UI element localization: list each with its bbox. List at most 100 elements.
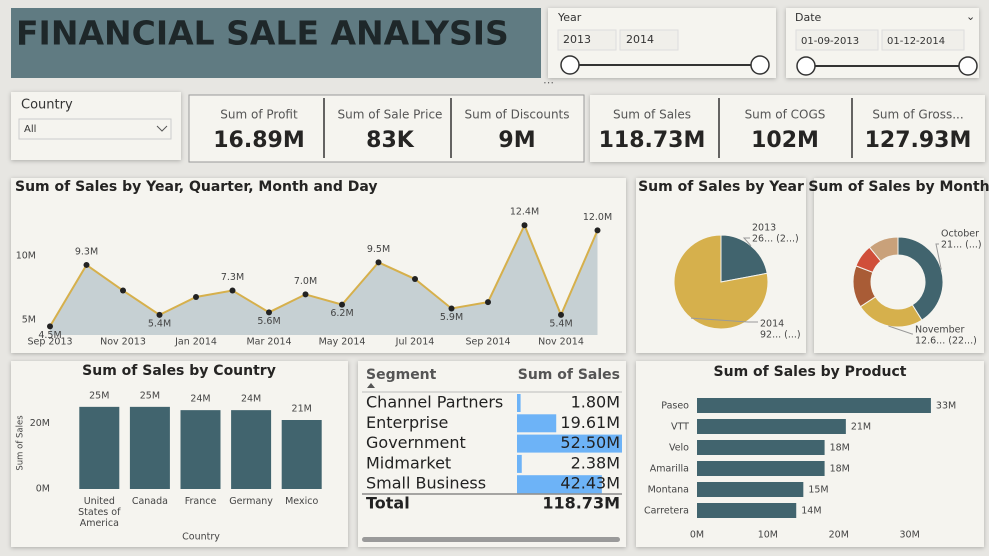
y-tick-label: Carretera <box>644 506 689 517</box>
point <box>521 222 528 229</box>
leader-line <box>690 317 758 323</box>
card-value: 127.93M <box>865 128 972 153</box>
point <box>448 305 455 312</box>
slider-handle[interactable] <box>560 55 580 75</box>
slice-value: 26... (2...) <box>752 234 799 245</box>
value-label: 25M <box>89 390 109 401</box>
card-label: Sum of COGS <box>745 108 826 122</box>
slider-handle[interactable] <box>796 56 816 76</box>
slice-value: 92... (...) <box>760 330 801 341</box>
value-label: 24M <box>241 394 261 405</box>
value-label: 14M <box>801 506 821 517</box>
data-bar <box>517 454 522 473</box>
slice-value: 21... (...) <box>941 240 982 251</box>
slice-label: October <box>941 229 979 240</box>
card-value: 83K <box>366 128 415 153</box>
chevron[interactable]: ⌄ <box>966 10 975 23</box>
value-label: 12.4M <box>510 207 539 218</box>
x-tick-label: 30M <box>899 530 919 541</box>
leader-line <box>935 243 942 270</box>
y-tick-label: 10M <box>16 250 36 261</box>
value-label: 5.9M <box>440 312 463 323</box>
sort-arrow <box>367 383 375 388</box>
card-value: 9M <box>498 128 535 153</box>
slider-handle[interactable] <box>750 55 770 75</box>
bar <box>697 398 931 413</box>
x-axis-label: Country <box>182 532 220 543</box>
point <box>339 301 345 308</box>
bar <box>79 406 120 489</box>
point <box>47 323 53 330</box>
slider-handle[interactable] <box>958 56 978 76</box>
point <box>156 311 163 318</box>
slicer-label: Country <box>21 98 73 113</box>
scrollbar[interactable] <box>362 537 620 542</box>
value-label: 5.4M <box>148 318 171 329</box>
y-tick-label: 20M <box>30 418 50 429</box>
row-value: 52.50M <box>560 433 620 452</box>
data-bar <box>517 414 557 433</box>
total-label: Total <box>366 494 410 513</box>
y-tick-label: Montana <box>648 485 689 496</box>
point <box>83 261 90 268</box>
row-value: 42.43M <box>560 474 620 493</box>
dropdown[interactable] <box>18 118 172 140</box>
dropdown-value: All <box>24 124 36 135</box>
chart-title: Sum of Sales by Product <box>714 364 907 380</box>
point <box>558 311 564 318</box>
input-box[interactable] <box>795 29 879 51</box>
bar <box>281 420 322 489</box>
chevron <box>156 125 168 132</box>
input-box[interactable] <box>881 29 965 51</box>
row-label: Small Business <box>366 474 486 493</box>
point <box>302 291 309 298</box>
x-tick-label: Germany <box>229 496 273 507</box>
input-box[interactable] <box>619 29 679 51</box>
leader-line <box>888 325 913 335</box>
bar <box>129 406 170 489</box>
card-label: Sum of Sales <box>613 108 691 122</box>
x-tick-label: May 2014 <box>319 337 366 348</box>
row-label: Government <box>366 433 466 452</box>
card-label: Sum of Gross... <box>872 108 963 122</box>
chart-title: Sum of Sales by Year <box>638 179 804 195</box>
value-label: 6.2M <box>330 308 353 319</box>
card-label: Sum of Discounts <box>464 108 569 122</box>
x-tick-label: Jan 2014 <box>174 337 217 348</box>
dashboard-title: FINANCIAL SALE ANALYSIS <box>16 14 509 53</box>
x-tick-label-box: United States of America <box>78 496 121 529</box>
x-tick-label: Canada <box>131 496 168 507</box>
total-value: 118.73M <box>542 494 620 513</box>
bar <box>697 419 846 434</box>
card-value: 118.73M <box>599 128 706 153</box>
row-value: 2.38M <box>571 453 620 472</box>
data-bar <box>517 475 602 494</box>
more-icon[interactable]: ⋯ <box>543 76 554 89</box>
slicer-from: 2013 <box>563 33 591 46</box>
card-value: 102M <box>751 128 819 153</box>
value-label: 4.5M <box>38 330 61 341</box>
row-label: Midmarket <box>366 453 451 472</box>
column-header: Segment <box>366 367 437 383</box>
value-label: 9.5M <box>367 244 390 255</box>
chart-title: Sum of Sales by Month <box>808 179 989 195</box>
value-label: 9.3M <box>75 246 98 257</box>
bar <box>697 461 825 476</box>
bar <box>697 440 825 455</box>
value-label: 25M <box>140 390 160 401</box>
point <box>120 287 126 294</box>
value-label: 21M <box>292 404 312 415</box>
x-tick-label-box: Mexico <box>285 496 318 507</box>
value-label: 21M <box>851 422 871 433</box>
slice-value: 12.6... (22...) <box>915 336 977 347</box>
point <box>594 227 601 234</box>
x-tick-label-box: Germany <box>229 496 273 507</box>
chart-title: Sum of Sales by Country <box>82 363 276 379</box>
x-tick-label: United States of America <box>78 496 121 529</box>
value-label: 18M <box>830 443 850 454</box>
x-tick-label: Nov 2013 <box>100 337 146 348</box>
slicer-label: Year <box>557 11 582 24</box>
input-box[interactable] <box>557 29 617 51</box>
x-tick-label: Nov 2014 <box>538 337 584 348</box>
